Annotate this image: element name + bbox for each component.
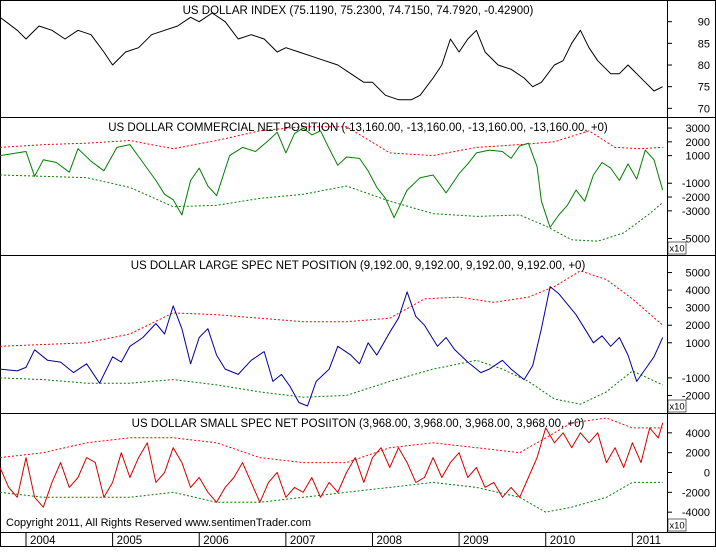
net-position-line	[0, 127, 664, 228]
unit-label: x10	[669, 521, 684, 532]
upper-band-line	[0, 270, 664, 347]
panel-title: US DOLLAR LARGE SPEC NET POSITION (9,192…	[131, 260, 586, 272]
lower-band-line	[0, 359, 663, 405]
y-tick-label: -2000	[682, 487, 710, 499]
panel-title: US DOLLAR INDEX (75.1190, 75.2300, 74.71…	[183, 5, 534, 17]
y-tick-label: 75	[698, 82, 710, 94]
y-tick-label: -2000	[682, 192, 710, 204]
y-tick-label: 85	[698, 38, 710, 50]
y-tick-label: 2000	[686, 448, 710, 460]
x-tick-label: 2007	[290, 535, 316, 547]
y-tick-label: 2000	[686, 137, 710, 149]
unit-label-box	[667, 518, 687, 532]
x-tick-label: 2006	[203, 535, 229, 547]
unit-label-box	[667, 241, 687, 255]
panel-2: US DOLLAR COMMERCIAL NET POSITION (-13,1…	[0, 122, 716, 256]
copyright-text: Copyright 2011, All Rights Reserved www.…	[6, 517, 311, 529]
y-tick-label: 90	[698, 17, 710, 29]
x-tick-label: 2008	[376, 535, 402, 547]
index-line	[0, 12, 663, 101]
y-tick-label: 2000	[686, 320, 710, 332]
y-tick-label: 1000	[686, 338, 710, 350]
x-tick-label: 2009	[463, 535, 489, 547]
y-tick-label: -1000	[682, 373, 710, 385]
upper-band-line	[0, 417, 663, 464]
y-tick-label: 80	[698, 60, 710, 72]
y-tick-label: 0	[704, 468, 710, 480]
y-tick-label: -1000	[682, 178, 710, 190]
panel-4: US DOLLAR SMALL SPEC NET POSIITON (3,968…	[0, 417, 716, 533]
x-tick-label: 2011	[636, 535, 661, 547]
y-tick-label: -2000	[682, 390, 710, 402]
y-tick-label: -3000	[682, 206, 710, 218]
unit-label: x10	[669, 244, 684, 255]
y-tick-label: 3000	[686, 303, 710, 315]
net-position-line	[0, 286, 664, 407]
y-tick-label: 5000	[686, 268, 710, 280]
panel-3: US DOLLAR LARGE SPEC NET POSITION (9,192…	[0, 260, 716, 414]
y-tick-label: 3000	[686, 123, 710, 135]
y-tick-label: 70	[698, 103, 710, 115]
y-tick-label: -5000	[682, 233, 710, 245]
x-tick-label: 2004	[30, 535, 56, 547]
y-tick-label: 4000	[686, 285, 710, 297]
unit-label: x10	[669, 402, 684, 413]
net-position-line	[0, 422, 664, 508]
panel-title: US DOLLAR COMMERCIAL NET POSITION (-13,1…	[108, 122, 608, 134]
panel-title: US DOLLAR SMALL SPEC NET POSIITON (3,968…	[132, 418, 585, 430]
unit-label-box	[667, 399, 687, 413]
panel-1: US DOLLAR INDEX (75.1190, 75.2300, 74.71…	[0, 5, 716, 118]
x-tick-label: 2005	[117, 535, 143, 547]
y-tick-label: 1000	[686, 151, 710, 163]
y-tick-label: 4000	[686, 428, 710, 440]
y-tick-label: -4000	[682, 507, 710, 519]
x-tick-label: 2010	[550, 535, 576, 547]
